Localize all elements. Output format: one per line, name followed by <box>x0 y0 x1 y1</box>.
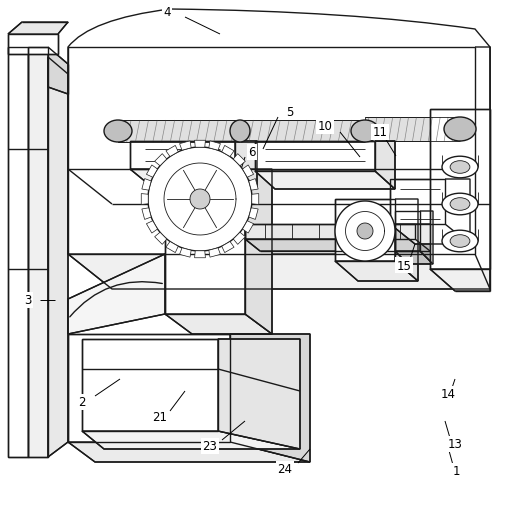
Polygon shape <box>209 248 220 258</box>
Polygon shape <box>166 242 178 253</box>
Polygon shape <box>230 334 310 462</box>
Polygon shape <box>240 121 365 143</box>
Polygon shape <box>8 35 58 55</box>
Polygon shape <box>235 142 257 188</box>
Polygon shape <box>154 154 167 166</box>
Polygon shape <box>252 194 259 205</box>
Polygon shape <box>335 262 418 281</box>
Polygon shape <box>68 48 475 255</box>
Polygon shape <box>68 334 230 442</box>
Polygon shape <box>28 48 48 457</box>
Ellipse shape <box>104 121 132 143</box>
Text: 10: 10 <box>318 120 332 133</box>
Ellipse shape <box>230 121 250 143</box>
Ellipse shape <box>442 231 478 252</box>
Polygon shape <box>8 23 68 35</box>
Polygon shape <box>130 142 235 169</box>
Polygon shape <box>180 248 191 258</box>
Polygon shape <box>68 254 490 290</box>
PathPatch shape <box>68 10 490 254</box>
Polygon shape <box>249 208 258 220</box>
Polygon shape <box>148 148 252 251</box>
Text: 2: 2 <box>78 395 86 409</box>
Ellipse shape <box>442 194 478 215</box>
Polygon shape <box>142 208 151 220</box>
Polygon shape <box>420 212 433 265</box>
Polygon shape <box>390 224 470 244</box>
Polygon shape <box>255 142 375 172</box>
Polygon shape <box>218 340 300 449</box>
Polygon shape <box>222 146 234 157</box>
Polygon shape <box>82 431 300 449</box>
Ellipse shape <box>450 235 470 248</box>
Polygon shape <box>233 233 245 245</box>
Polygon shape <box>166 146 178 157</box>
Text: 1: 1 <box>452 465 460 477</box>
Ellipse shape <box>351 121 379 143</box>
Polygon shape <box>249 179 258 191</box>
Ellipse shape <box>450 199 470 211</box>
Polygon shape <box>146 221 157 234</box>
Polygon shape <box>48 48 68 95</box>
Text: 5: 5 <box>287 105 294 118</box>
Text: 3: 3 <box>24 294 31 307</box>
Polygon shape <box>195 251 205 258</box>
Polygon shape <box>165 169 245 315</box>
Polygon shape <box>335 202 395 262</box>
Polygon shape <box>395 212 420 251</box>
Polygon shape <box>475 48 490 290</box>
Text: 14: 14 <box>440 388 456 401</box>
Polygon shape <box>445 180 470 244</box>
Polygon shape <box>118 121 240 143</box>
Polygon shape <box>335 200 395 262</box>
Polygon shape <box>82 340 218 431</box>
Polygon shape <box>142 179 151 191</box>
Polygon shape <box>68 442 310 462</box>
Polygon shape <box>146 165 157 178</box>
Ellipse shape <box>444 118 476 142</box>
Polygon shape <box>130 169 257 188</box>
Polygon shape <box>195 141 205 148</box>
Polygon shape <box>245 169 272 334</box>
Polygon shape <box>255 172 395 190</box>
Polygon shape <box>183 162 198 175</box>
Polygon shape <box>430 110 490 269</box>
Polygon shape <box>395 200 418 281</box>
Text: 4: 4 <box>163 6 171 18</box>
Polygon shape <box>242 165 253 178</box>
Text: 6: 6 <box>248 146 256 159</box>
Text: 24: 24 <box>277 463 293 475</box>
Text: 23: 23 <box>203 440 217 453</box>
Text: 15: 15 <box>397 259 411 272</box>
Polygon shape <box>357 223 373 240</box>
Polygon shape <box>390 180 445 224</box>
Text: 13: 13 <box>448 438 462 450</box>
Ellipse shape <box>450 161 470 174</box>
Text: 11: 11 <box>372 126 388 139</box>
Polygon shape <box>242 221 253 234</box>
Polygon shape <box>233 154 245 166</box>
Polygon shape <box>175 180 195 194</box>
Polygon shape <box>190 190 210 210</box>
Polygon shape <box>154 233 167 245</box>
Polygon shape <box>180 142 191 151</box>
Polygon shape <box>141 194 148 205</box>
Polygon shape <box>430 269 490 292</box>
Polygon shape <box>375 142 395 190</box>
Polygon shape <box>188 191 200 205</box>
Polygon shape <box>165 315 272 334</box>
Polygon shape <box>222 242 234 253</box>
Polygon shape <box>209 142 220 151</box>
Polygon shape <box>245 224 415 240</box>
Ellipse shape <box>442 157 478 179</box>
Text: 21: 21 <box>152 411 168 423</box>
Polygon shape <box>395 251 433 265</box>
Polygon shape <box>365 118 460 142</box>
Polygon shape <box>245 240 430 251</box>
Polygon shape <box>8 48 28 457</box>
Polygon shape <box>48 58 68 457</box>
Polygon shape <box>68 254 165 334</box>
